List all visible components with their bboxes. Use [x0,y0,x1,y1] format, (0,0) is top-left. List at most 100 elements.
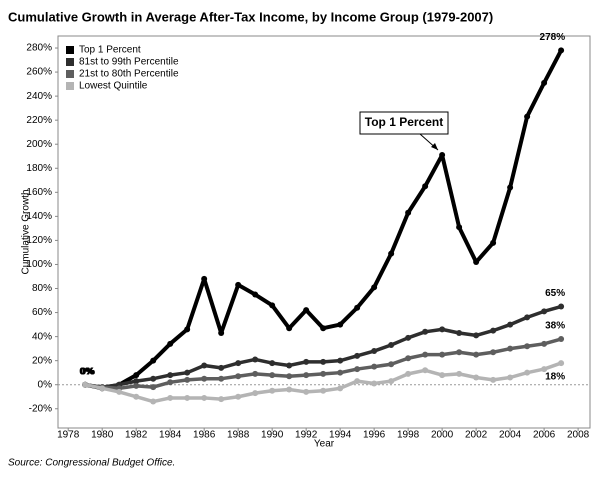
point [218,396,225,403]
point [337,369,344,376]
point [184,376,191,383]
value-label: 0% [80,366,95,377]
point [507,374,514,381]
x-tick-label: 1998 [397,430,420,441]
x-tick-label: 1980 [91,430,114,441]
y-tick-label: 260% [26,67,52,78]
point [507,345,514,352]
point [422,367,429,374]
point [541,308,548,315]
point [405,355,412,362]
point [235,373,242,380]
point [252,291,259,298]
point [133,393,140,400]
point [269,387,276,394]
point [320,387,327,394]
point [439,372,446,379]
legend-swatch [66,58,74,66]
point [269,302,276,309]
point [405,209,412,216]
point [184,394,191,401]
point [524,369,531,376]
value-label: 0% [80,366,95,377]
point [473,351,480,358]
point [286,325,293,332]
y-tick-label: 180% [26,163,52,174]
point [269,372,276,379]
x-tick-label: 1984 [159,430,182,441]
annotation-box [359,111,449,135]
value-label: 278% [540,32,566,43]
value-label: 18% [545,372,565,383]
series-line [84,361,562,404]
point [218,364,225,371]
point [235,393,242,400]
chart-title: Cumulative Growth in Average After-Tax I… [8,9,493,24]
y-tick-label: 120% [26,235,52,246]
point [303,372,310,379]
point [490,239,497,246]
point [354,366,361,373]
point [524,343,531,350]
value-label: 0% [81,366,96,377]
point [235,281,242,288]
point [337,321,344,328]
point [286,373,293,380]
point [405,370,412,377]
legend-label: Lowest Quintile [79,81,148,92]
point [116,388,123,395]
point [473,374,480,381]
point [558,303,565,310]
point [524,113,531,120]
point [286,362,293,369]
value-label: 38% [545,321,565,332]
point [490,376,497,383]
value-label: 65% [545,288,565,299]
x-tick-label: 2008 [567,430,590,441]
x-tick-label: 2000 [431,430,454,441]
point [541,79,548,86]
y-tick-label: 60% [32,307,52,318]
point [371,284,378,291]
point [133,382,140,389]
point [99,385,106,392]
point [82,381,89,388]
point [320,325,327,332]
arrow-head [431,143,438,150]
point [388,378,395,385]
point [524,314,531,321]
point [252,356,259,363]
value-label: 0% [79,366,94,377]
y-tick-label: 240% [26,91,52,102]
point [558,336,565,343]
point [150,375,157,382]
point [422,183,429,190]
point [133,378,140,385]
x-axis-label: Year [314,439,335,450]
point [303,358,310,365]
point [218,330,225,337]
x-tick-label: 1988 [227,430,250,441]
y-tick-label: 280% [26,43,52,54]
point [558,360,565,367]
x-tick-label: 1994 [329,430,352,441]
point [490,349,497,356]
point [303,388,310,395]
point [167,372,174,379]
x-tick-label: 1996 [363,430,386,441]
y-tick-label: 0% [38,379,53,390]
point [371,380,378,387]
y-tick-label: 160% [26,187,52,198]
point [184,326,191,333]
point [439,326,446,333]
point [388,342,395,349]
point [371,348,378,355]
point [150,384,157,391]
point [422,351,429,358]
point [473,259,480,266]
point [167,394,174,401]
x-tick-label: 1990 [261,430,284,441]
legend-swatch [66,82,74,90]
point [541,366,548,373]
